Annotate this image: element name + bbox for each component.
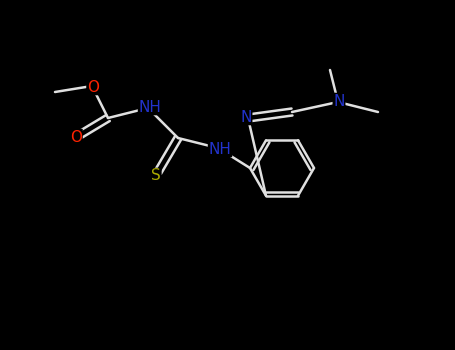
Text: N: N bbox=[334, 93, 345, 108]
Text: S: S bbox=[151, 168, 161, 183]
Text: N: N bbox=[240, 110, 252, 125]
Text: O: O bbox=[87, 79, 99, 94]
Text: O: O bbox=[70, 130, 82, 145]
Text: NH: NH bbox=[139, 99, 162, 114]
Text: NH: NH bbox=[208, 141, 232, 156]
